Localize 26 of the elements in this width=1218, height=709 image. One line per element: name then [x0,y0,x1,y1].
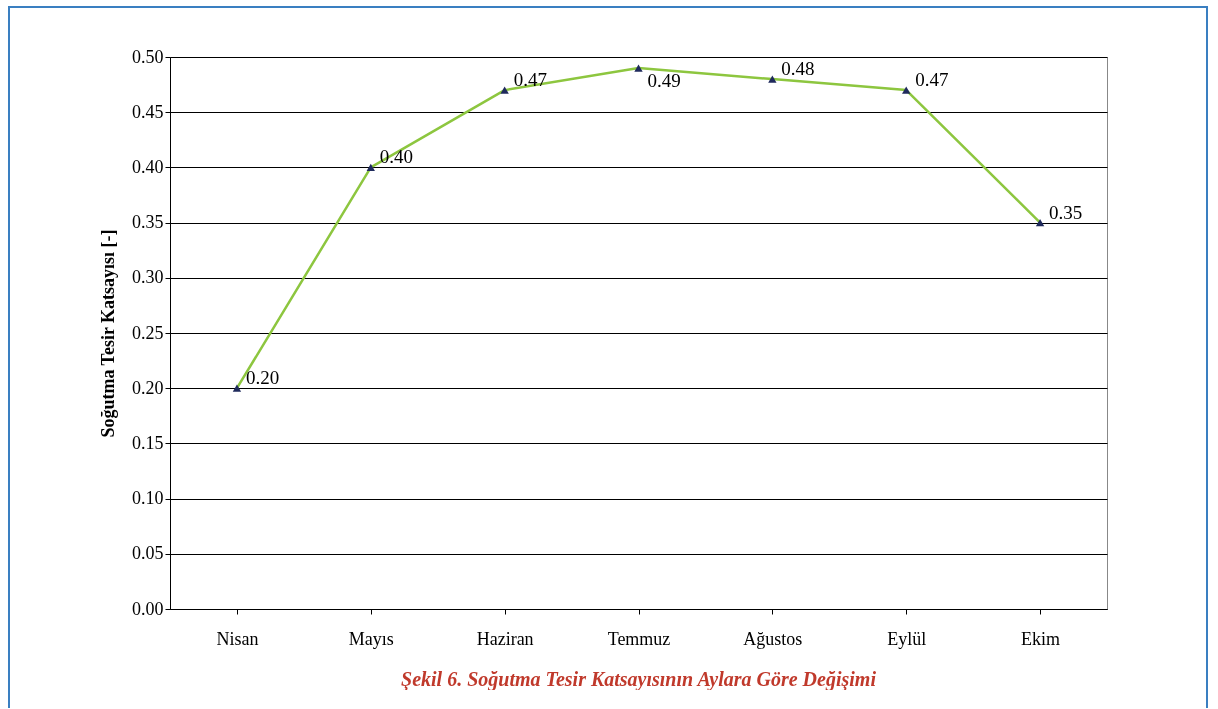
x-tick-label: Eylül [887,628,927,649]
y-tick-label: 0.25 [132,322,164,343]
x-tick-label: Haziran [476,628,534,649]
y-tick-label: 0.00 [132,598,164,619]
y-tick-label: 0.05 [132,543,164,564]
x-tick-label: Ağustos [743,628,803,649]
y-tick-label: 0.50 [132,46,164,67]
text: Şekil 6. Soğutma Tesir Katsayısının Aylara Göre Değişimi [401,668,877,691]
x-tick-label: Ekim [1021,628,1061,649]
data-label: 0.47 [915,69,949,91]
data-label: 0.49 [647,70,681,92]
y-tick-label: 0.45 [132,101,164,122]
data-label: 0.20 [245,367,280,389]
y-tick-label: 0.10 [132,488,164,509]
data-label: 0.35 [1049,201,1083,223]
y-tick-label: 0.35 [132,212,164,233]
x-tick-label: Nisan [216,628,259,649]
data-label: 0.48 [781,58,815,80]
y-tick-label: 0.15 [132,432,164,453]
y-tick-label: 0.20 [132,377,164,398]
y-axis-title: Soğutma Tesir Katsayısı [-] [98,229,118,438]
x-tick-label: Temmuz [607,628,671,649]
data-label: 0.47 [513,69,547,91]
x-tick-label: Mayıs [348,628,394,649]
y-tick-label: 0.30 [132,267,164,288]
y-tick-label: 0.40 [132,156,164,177]
